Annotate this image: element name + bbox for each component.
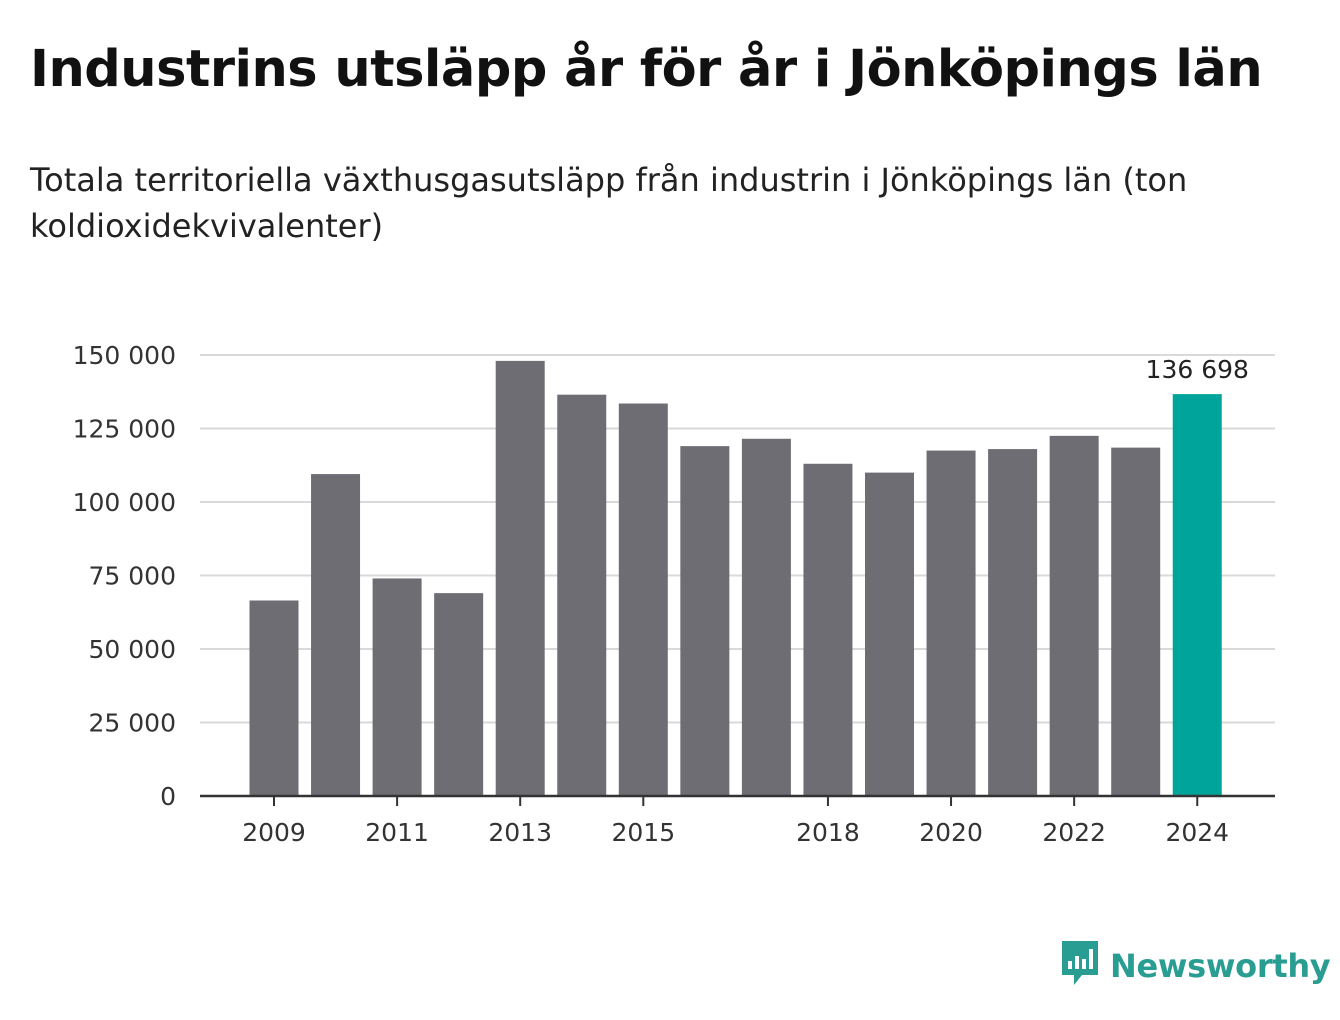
chart-title: Industrins utsläpp år för år i Jönköping… xyxy=(30,40,1263,99)
x-tick-label: 2013 xyxy=(488,818,552,847)
y-tick-label: 100 000 xyxy=(73,488,176,517)
y-tick-label: 25 000 xyxy=(89,709,176,738)
y-tick-label: 75 000 xyxy=(89,562,176,591)
newsworthy-logo-icon xyxy=(1060,939,1100,993)
chart-subtitle: Totala territoriella växthusgasutsläpp f… xyxy=(30,161,1188,245)
bar-2017 xyxy=(741,438,791,796)
bar-2015 xyxy=(618,403,668,796)
y-axis-ticks: 0 25 000 50 000 75 000 100 000 125 000 150 000 xyxy=(73,341,176,811)
y-tick-label: 125 000 xyxy=(73,415,176,444)
x-tick-label: 2011 xyxy=(365,818,429,847)
y-tick-label: 150 000 xyxy=(73,341,176,370)
brand-name: Newsworthy xyxy=(1110,947,1331,985)
x-tick-label: 2024 xyxy=(1165,818,1229,847)
highlight-value-label: 136 698 xyxy=(1146,355,1249,384)
bar-2014 xyxy=(557,394,607,796)
y-tick-label: 50 000 xyxy=(89,635,176,664)
x-axis-ticks: 2009 2011 2013 2015 2018 2020 2022 2024 xyxy=(242,796,1229,847)
bar-2012 xyxy=(434,593,484,796)
bar-2021 xyxy=(988,449,1038,796)
x-tick-label: 2015 xyxy=(611,818,675,847)
bar-2016 xyxy=(680,446,730,796)
bar-2019 xyxy=(865,472,914,796)
bar-2023 xyxy=(1111,447,1161,796)
brand: Newsworthy xyxy=(1060,939,1331,993)
x-tick-label: 2009 xyxy=(242,818,306,847)
bar-2018 xyxy=(803,463,853,796)
bar-2011 xyxy=(372,578,422,796)
bar-2013 xyxy=(495,360,545,796)
bar-labels: 136 698 xyxy=(1146,355,1249,384)
bar-2009 xyxy=(249,600,299,796)
bar-2020 xyxy=(926,450,976,796)
bar-2024 xyxy=(1172,394,1222,796)
bar-2022 xyxy=(1049,435,1099,796)
x-tick-label: 2022 xyxy=(1042,818,1106,847)
y-tick-label: 0 xyxy=(160,782,176,811)
x-tick-label: 2020 xyxy=(919,818,983,847)
bars xyxy=(249,360,1222,796)
bar-2010 xyxy=(311,474,361,796)
x-tick-label: 2018 xyxy=(796,818,860,847)
